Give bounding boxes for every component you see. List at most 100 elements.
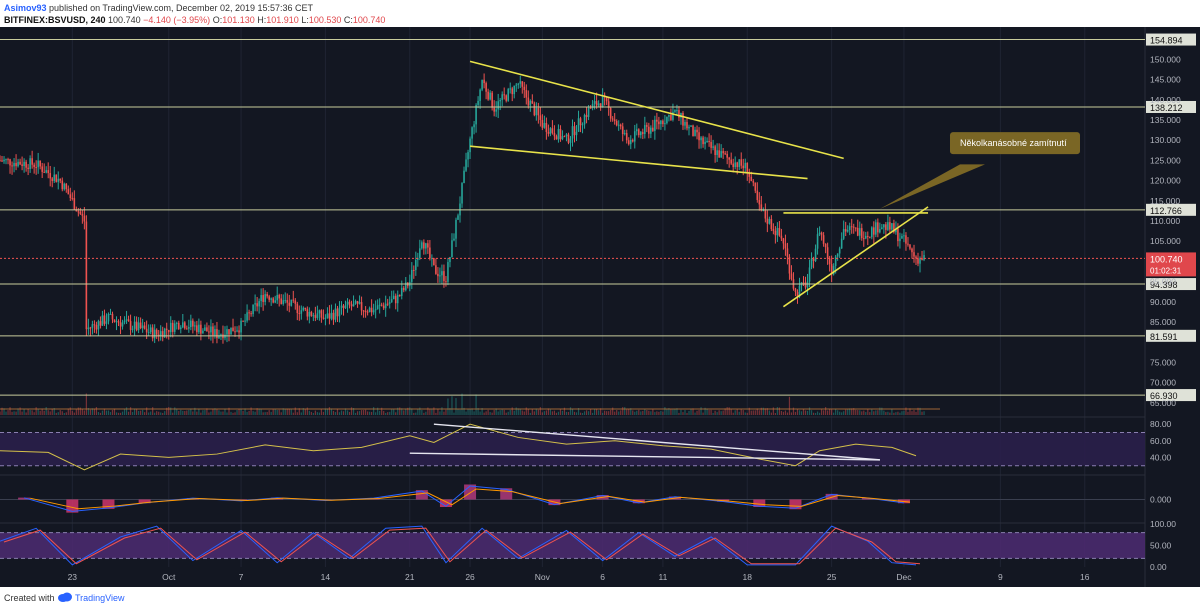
volume-bar (869, 412, 871, 415)
volume-bar (290, 409, 292, 415)
volume-bar (863, 410, 865, 415)
volume-bar (841, 412, 843, 415)
volume-bar (780, 410, 783, 415)
candle-body (664, 123, 666, 125)
tradingview-brand[interactable]: TradingView (75, 593, 125, 603)
volume-bar (47, 410, 49, 415)
candle-body (139, 322, 142, 329)
volume-bar (423, 412, 425, 415)
volume-bar (152, 407, 154, 415)
volume-bar (383, 411, 385, 415)
volume-bar (43, 410, 45, 415)
volume-bar (324, 408, 327, 415)
price-tick-label: 140.000 (1150, 95, 1181, 105)
price-trendline (469, 145, 808, 180)
volume-bar (69, 407, 71, 415)
volume-bar (176, 408, 178, 415)
candle-body (37, 160, 39, 168)
horizontal-levels[interactable] (0, 39, 1145, 396)
candle-body (756, 190, 759, 200)
candle-body (348, 301, 351, 305)
candle-body (242, 320, 244, 322)
volume-bar (720, 411, 722, 415)
high-value: 101.910 (266, 15, 299, 25)
macd-hist-bar (102, 499, 115, 509)
volume-bar (579, 412, 582, 415)
volume-bar (581, 412, 584, 415)
trendlines[interactable] (469, 60, 929, 308)
candle-body (728, 157, 730, 160)
volume-bar (529, 412, 531, 415)
candle-body (165, 328, 168, 330)
candle-body (161, 331, 164, 338)
volume-bar (825, 407, 827, 415)
chart-area[interactable]: 154.894 138.212 112.766 94.398 81.591 66.930 1… (0, 27, 1200, 587)
volume-bar (29, 410, 31, 415)
volume-bar (162, 412, 164, 415)
candle-body (447, 262, 449, 282)
volume-bar (81, 408, 83, 415)
candle-body (491, 92, 493, 108)
candle-body (549, 128, 552, 134)
volume-bar (726, 407, 728, 415)
candle-body (206, 327, 208, 332)
volume-bar (523, 411, 525, 415)
candle-body (613, 119, 616, 121)
volume-bar (891, 408, 893, 415)
time-tick-label: 25 (827, 572, 837, 582)
chart-canvas[interactable]: 154.894 138.212 112.766 94.398 81.591 66.930 1… (0, 27, 1200, 587)
candle-body (278, 295, 281, 299)
volume-bar (871, 409, 873, 415)
volume-bar (736, 409, 738, 415)
volume-bar (226, 412, 228, 415)
candle-body (151, 327, 154, 339)
candle-body (296, 303, 299, 314)
volume-bar (441, 407, 443, 415)
volume-bar (196, 411, 198, 415)
volume-bar (708, 409, 710, 415)
candle-body (575, 131, 578, 136)
candle-body (740, 159, 743, 166)
volume-bar (686, 412, 688, 415)
candle-body (619, 124, 622, 127)
volume-bar (638, 409, 640, 415)
volume-bar (604, 410, 606, 415)
publish-info: published on TradingView.com, December 0… (49, 3, 314, 13)
time-tick-label: 14 (321, 572, 331, 582)
candle-body (9, 159, 11, 166)
candle-body (25, 161, 27, 168)
time-tick-label: 16 (1080, 572, 1090, 582)
volume-bar (756, 408, 758, 415)
candle-body (627, 140, 630, 145)
volume-bar (421, 409, 423, 415)
candle-body (69, 194, 72, 199)
candle-body (390, 299, 393, 303)
volume-bar (678, 412, 680, 415)
volume-bar (501, 409, 503, 415)
username-link[interactable]: Asimov93 (4, 3, 47, 13)
candle-body (555, 136, 558, 140)
volume-bar (754, 410, 756, 415)
price-axis[interactable]: 154.894 138.212 112.766 94.398 81.591 66.930 1… (1146, 33, 1196, 572)
candle-body (569, 138, 572, 143)
candle-body (633, 131, 636, 142)
volume-bar (764, 408, 766, 415)
volume-bar (593, 408, 596, 415)
candle-body (441, 271, 443, 276)
candle-body (453, 238, 455, 241)
candle-body (690, 125, 692, 127)
volume-bar (268, 410, 270, 415)
candle-body (127, 319, 130, 322)
candle-body (911, 248, 913, 253)
candle-body (27, 167, 29, 170)
annotation[interactable]: Několkanásobné zamítnutí (879, 132, 1080, 209)
volume-bar (742, 410, 744, 415)
volume-bar (210, 411, 212, 415)
candle-body (159, 331, 162, 337)
volume-bar (364, 409, 367, 415)
volume-bar (740, 409, 742, 415)
time-axis[interactable]: 23 Oct 7 14 21 26 Nov 6 11 18 25 Dec 9 16 (68, 572, 1090, 582)
price-level-tag (1146, 203, 1196, 216)
macd-hist-bar (18, 497, 31, 500)
volume-bar (620, 410, 622, 415)
